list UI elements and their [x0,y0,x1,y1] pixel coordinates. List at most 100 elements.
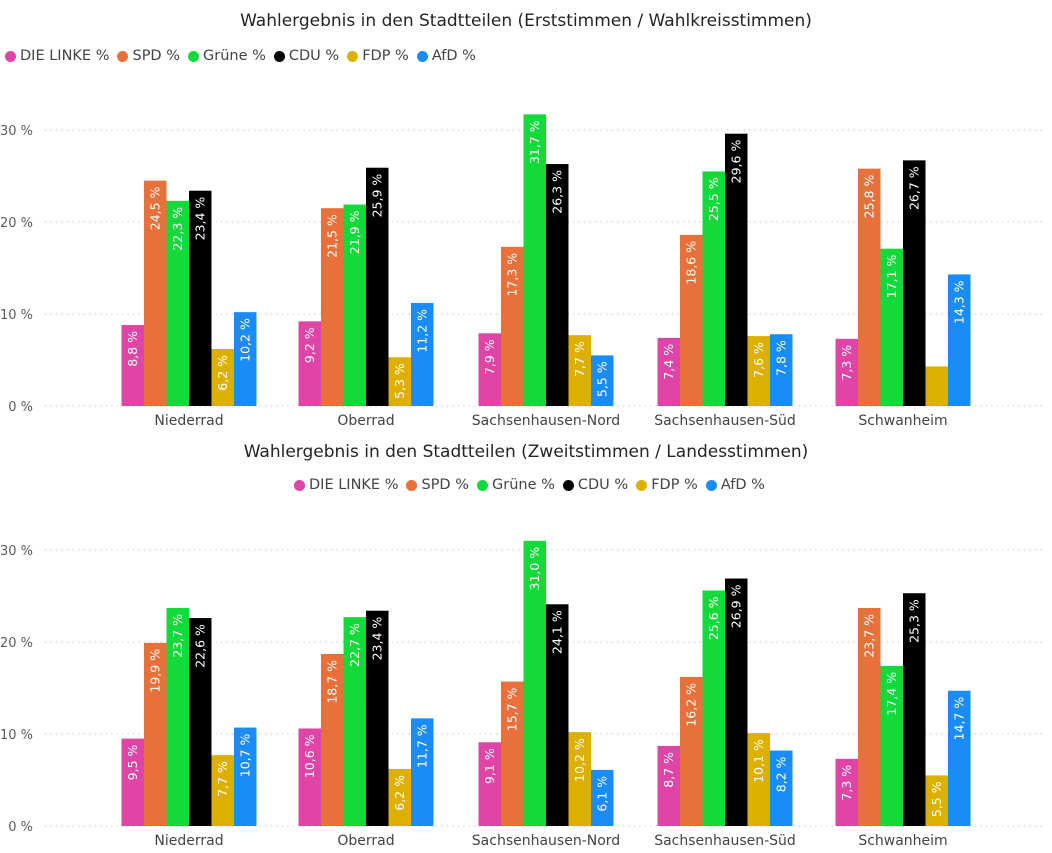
bar[interactable] [501,246,524,406]
x-category-label: Oberrad [337,413,394,429]
bar[interactable] [948,690,971,826]
bar[interactable] [121,738,145,826]
bar[interactable] [478,333,502,406]
bar[interactable] [298,728,322,826]
bar[interactable] [298,321,322,406]
bar[interactable] [858,168,881,406]
bar[interactable] [321,208,344,406]
data-label: 26,3 % [550,170,565,214]
bar[interactable] [880,248,904,406]
bar[interactable] [366,610,389,826]
legend-label: Grüne % [203,48,266,64]
bar[interactable] [234,312,257,406]
data-label: 7,6 % [751,342,766,378]
legend-item[interactable]: SPD % [117,48,180,64]
bar[interactable] [523,540,547,826]
bar[interactable] [591,355,614,406]
data-label: 26,7 % [907,166,922,210]
legend-item[interactable]: CDU % [273,48,339,64]
bar[interactable] [166,200,190,406]
bar[interactable] [657,337,681,406]
bar[interactable] [903,593,926,826]
bar[interactable] [144,642,167,826]
chart2-title: Wahlergebnis in den Stadtteilen (Zweitst… [243,442,809,462]
legend-item[interactable]: DIE LINKE % [294,477,398,493]
chart1-legend[interactable]: DIE LINKE % SPD % Grüne % CDU % FDP % AfD % [5,48,484,64]
bar[interactable] [144,180,167,406]
bar[interactable] [411,302,434,406]
bar[interactable] [702,171,726,406]
legend-label: SPD % [132,48,180,64]
bar[interactable] [770,334,793,406]
bar[interactable] [747,336,771,406]
bar[interactable] [211,348,235,406]
data-label: 31,7 % [527,120,542,164]
legend-item[interactable]: Grüne % [188,48,266,64]
bar[interactable] [725,578,748,826]
bar[interactable] [948,274,971,406]
bar[interactable] [343,204,367,406]
bar[interactable] [546,604,569,826]
bar[interactable] [880,665,904,826]
y-tick-label: 10 % [0,308,33,323]
bar[interactable] [343,617,367,826]
bar[interactable] [501,681,524,826]
bar[interactable] [189,190,212,406]
bar[interactable] [858,607,881,826]
data-label: 14,7 % [952,697,967,741]
legend-swatch [705,479,717,491]
bar[interactable] [568,732,592,826]
legend-item[interactable]: AfD % [705,477,765,493]
legend-item[interactable]: FDP % [347,48,409,64]
legend-label: FDP % [362,48,409,64]
data-label: 10,7 % [238,733,253,777]
legend-swatch [477,479,488,491]
legend-item[interactable]: AfD % [416,48,476,64]
bar[interactable] [546,164,569,406]
bar[interactable] [388,357,412,406]
bar[interactable] [211,755,235,826]
y-tick-label: 0 % [8,400,33,415]
x-category-label: Schwanheim [858,833,947,849]
legend-item[interactable]: CDU % [562,477,628,493]
bar[interactable] [770,750,793,826]
legend-swatch [416,50,428,62]
bar[interactable] [680,676,703,826]
legend-item[interactable]: Grüne % [477,477,555,493]
bar[interactable] [121,325,145,406]
bar[interactable] [388,768,412,826]
bar[interactable] [321,653,344,826]
bar[interactable] [234,727,257,826]
bar[interactable] [189,618,212,826]
legend-item[interactable]: DIE LINKE % [5,48,109,64]
data-label: 17,3 % [505,253,520,297]
chart2-legend[interactable]: DIE LINKE % SPD % Grüne % CDU % FDP % AfD % [294,477,773,493]
data-label: 24,1 % [550,610,565,654]
bar[interactable] [166,607,190,826]
bar[interactable] [903,160,926,406]
bar[interactable] [925,366,949,406]
x-category-label: Sachsenhausen-Süd [654,833,796,849]
bar[interactable] [747,733,771,826]
bar[interactable] [523,114,547,407]
bar[interactable] [702,590,726,826]
bar[interactable] [478,742,502,826]
bar[interactable] [591,769,614,826]
data-label: 19,9 % [148,649,163,693]
bar[interactable] [835,758,859,826]
bar[interactable] [835,338,859,406]
bar[interactable] [411,718,434,826]
bar[interactable] [725,133,748,406]
bar[interactable] [680,234,703,406]
data-label: 7,8 % [774,340,789,376]
y-tick-label: 20 % [0,636,33,651]
legend-item[interactable]: SPD % [406,477,469,493]
x-category-label: Schwanheim [858,413,947,429]
bar[interactable] [366,167,389,406]
legend-item[interactable]: FDP % [636,477,698,493]
bar[interactable] [657,745,681,826]
bar[interactable] [568,335,592,406]
legend-label: AfD % [720,477,765,493]
data-label: 8,8 % [125,331,140,367]
bar[interactable] [925,775,949,826]
